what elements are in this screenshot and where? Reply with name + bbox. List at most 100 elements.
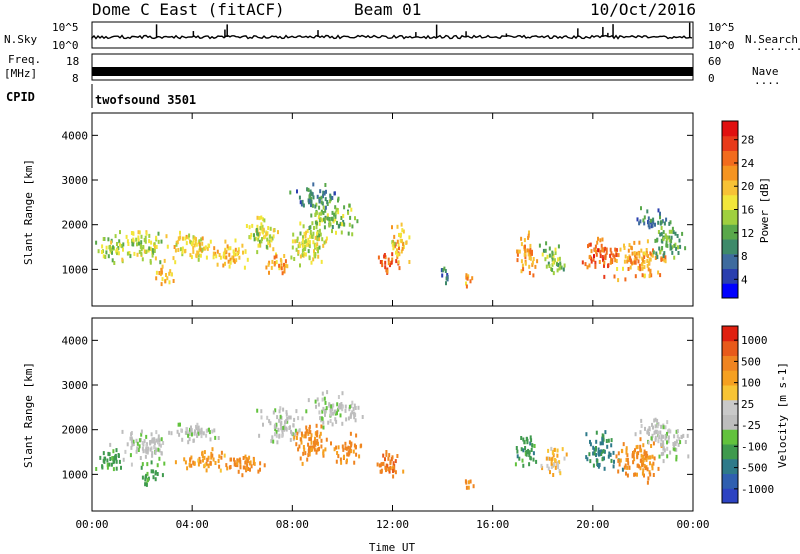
data-cell	[299, 437, 302, 442]
data-cell	[133, 251, 136, 256]
data-cell	[326, 390, 329, 395]
data-cell	[654, 238, 657, 243]
data-cell	[394, 459, 397, 464]
data-cell	[335, 445, 338, 450]
data-cell	[348, 404, 351, 409]
data-cell	[662, 451, 665, 456]
data-cell	[654, 429, 657, 434]
data-cell	[323, 396, 326, 401]
data-cell	[259, 226, 262, 231]
data-cell	[318, 237, 321, 242]
data-cell	[286, 264, 289, 269]
data-cell	[603, 260, 606, 265]
data-cell	[520, 242, 523, 247]
data-cell	[636, 455, 639, 460]
data-cell	[322, 406, 325, 411]
data-cell	[680, 434, 683, 439]
data-cell	[126, 251, 129, 256]
data-cell	[673, 255, 676, 260]
data-cell	[337, 198, 339, 203]
data-cell	[315, 404, 317, 409]
data-cell	[646, 480, 649, 485]
data-cell	[655, 251, 658, 256]
data-cell	[205, 428, 208, 433]
data-cell	[651, 454, 654, 459]
data-cell	[192, 438, 195, 443]
data-cell	[662, 425, 665, 430]
data-cell	[619, 247, 622, 252]
data-cell	[601, 437, 604, 442]
data-cell	[305, 230, 308, 235]
data-cell	[112, 449, 115, 454]
data-cell	[176, 240, 179, 245]
data-cell	[521, 458, 524, 463]
data-cell	[272, 439, 275, 444]
data-cell	[145, 231, 148, 236]
data-cell	[657, 208, 660, 213]
data-cell	[251, 223, 254, 228]
data-cell	[140, 251, 143, 256]
data-cell	[165, 234, 168, 239]
data-cell	[663, 251, 666, 256]
data-cell	[647, 455, 650, 460]
data-cell	[192, 238, 195, 243]
data-cell	[166, 244, 169, 249]
data-cell	[320, 424, 323, 429]
data-cell	[648, 426, 651, 431]
data-cell	[259, 467, 261, 472]
data-cell	[109, 442, 112, 447]
data-cell	[118, 239, 121, 244]
data-cell	[659, 249, 662, 254]
data-cell	[350, 441, 353, 446]
data-cell	[336, 220, 338, 225]
data-cell	[320, 416, 323, 421]
x-tick-label: 00:00	[75, 518, 108, 531]
data-cell	[664, 259, 667, 264]
data-cell	[296, 236, 299, 241]
data-cell	[282, 425, 285, 430]
data-cell	[646, 453, 649, 458]
data-cell	[248, 225, 251, 230]
data-cell	[324, 208, 327, 213]
data-cell	[660, 434, 663, 439]
data-cell	[524, 259, 527, 264]
data-cell	[312, 231, 315, 236]
data-cell	[611, 258, 614, 263]
data-cell	[398, 266, 401, 271]
data-cell	[551, 257, 554, 262]
data-cell	[647, 220, 650, 225]
data-cell	[244, 460, 247, 465]
data-cell	[595, 252, 598, 257]
data-cell	[120, 465, 122, 470]
data-cell	[617, 451, 620, 456]
data-cell	[654, 222, 656, 227]
data-cell	[526, 248, 529, 253]
data-cell	[95, 240, 98, 245]
data-cell	[274, 423, 277, 428]
data-cell	[321, 391, 324, 396]
data-cell	[318, 410, 321, 415]
data-cell	[531, 443, 534, 448]
data-cell	[291, 245, 294, 250]
data-cell	[307, 249, 310, 254]
data-cell	[336, 411, 338, 416]
data-cell	[231, 255, 234, 260]
data-cell	[596, 458, 599, 463]
data-cell	[326, 200, 329, 204]
data-cell	[246, 463, 249, 468]
data-cell	[535, 459, 538, 464]
data-cell	[153, 242, 156, 247]
data-cell	[660, 442, 662, 447]
data-cell	[298, 428, 301, 433]
data-cell	[322, 449, 325, 454]
data-cell	[306, 457, 309, 462]
data-cell	[332, 411, 334, 416]
colorbar-swatch	[722, 209, 738, 225]
data-cell	[160, 268, 163, 273]
colorbar-tick: 4	[741, 273, 748, 286]
data-cell	[192, 460, 195, 465]
data-cell	[314, 235, 317, 240]
data-cell	[143, 439, 146, 444]
data-cell	[310, 440, 313, 445]
data-cell	[265, 244, 268, 249]
